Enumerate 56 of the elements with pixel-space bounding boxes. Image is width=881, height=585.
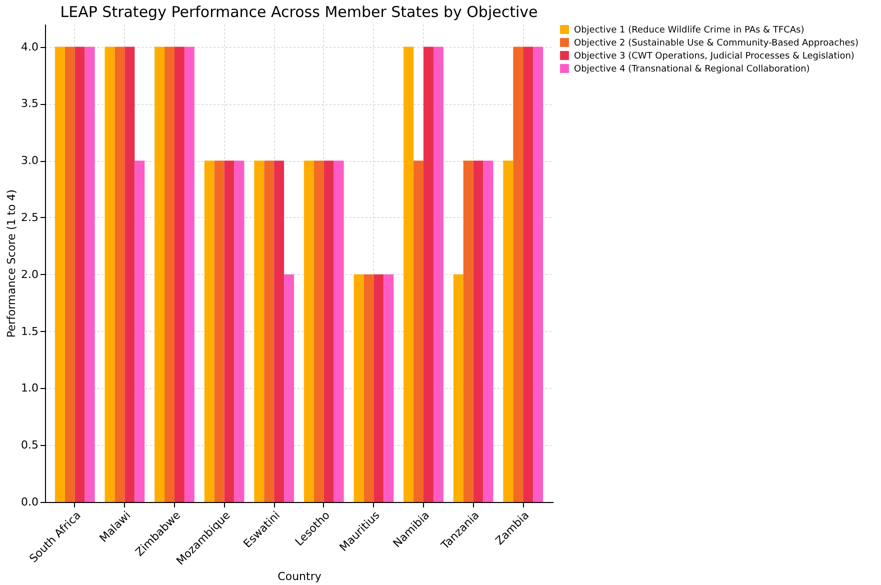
bar xyxy=(354,274,364,502)
bar xyxy=(414,160,424,502)
y-tick-label: 3.5 xyxy=(21,97,38,110)
y-tick-label: 2.0 xyxy=(21,268,38,281)
legend-label: Objective 3 (CWT Operations, Judicial Processes & Legislation) xyxy=(574,52,854,62)
bar xyxy=(234,160,244,502)
x-axis-title: Country xyxy=(278,570,322,583)
bar xyxy=(64,46,75,502)
bar xyxy=(324,160,334,502)
bar xyxy=(124,46,135,502)
y-tick-label: 0.0 xyxy=(21,496,38,508)
y-tick-label: 1.0 xyxy=(21,382,38,395)
bar xyxy=(164,46,174,502)
legend-label: Objective 2 (Sustainable Use & Community-Based Approaches) xyxy=(574,38,859,48)
bar xyxy=(184,46,194,502)
bar xyxy=(513,46,524,502)
y-tick-label: 2.5 xyxy=(21,210,38,224)
bar xyxy=(74,46,85,502)
bar xyxy=(264,160,274,502)
bar xyxy=(254,160,264,502)
bar xyxy=(424,46,434,502)
bar xyxy=(503,160,514,502)
y-tick-label: 3.0 xyxy=(21,154,38,168)
chart-title: LEAP Strategy Performance Across Member States by Objective xyxy=(60,3,538,21)
bar xyxy=(104,46,115,502)
bar xyxy=(284,274,294,502)
bar xyxy=(134,160,145,502)
bar xyxy=(304,160,314,502)
bar xyxy=(224,160,234,502)
bar xyxy=(314,160,324,502)
y-tick-label: 0.5 xyxy=(21,438,38,452)
bar xyxy=(154,46,165,502)
bar xyxy=(54,46,65,502)
legend-label: Objective 1 (Reduce Wildlife Crime in PAs & TFCAs) xyxy=(574,26,804,36)
bar xyxy=(214,160,224,502)
y-tick-label: 4.0 xyxy=(21,40,38,54)
bar xyxy=(404,46,414,502)
bar xyxy=(114,46,125,502)
bar xyxy=(453,274,464,502)
bar xyxy=(364,274,374,502)
bar xyxy=(374,274,384,502)
bar xyxy=(483,160,494,502)
y-tick-label: 1.5 xyxy=(21,324,38,338)
legend-label: Objective 4 (Transnational & Regional Collaboration) xyxy=(574,64,810,74)
bar xyxy=(523,46,534,502)
bar xyxy=(533,46,544,502)
bar xyxy=(334,160,344,502)
bar xyxy=(84,46,95,502)
bar xyxy=(274,160,284,502)
bar xyxy=(384,274,394,502)
bar xyxy=(204,160,214,502)
bar xyxy=(473,160,484,502)
bar xyxy=(433,46,444,502)
bar xyxy=(463,160,474,502)
y-axis-title: Performance Score (1 to 4) xyxy=(5,189,18,338)
bar xyxy=(174,46,184,502)
